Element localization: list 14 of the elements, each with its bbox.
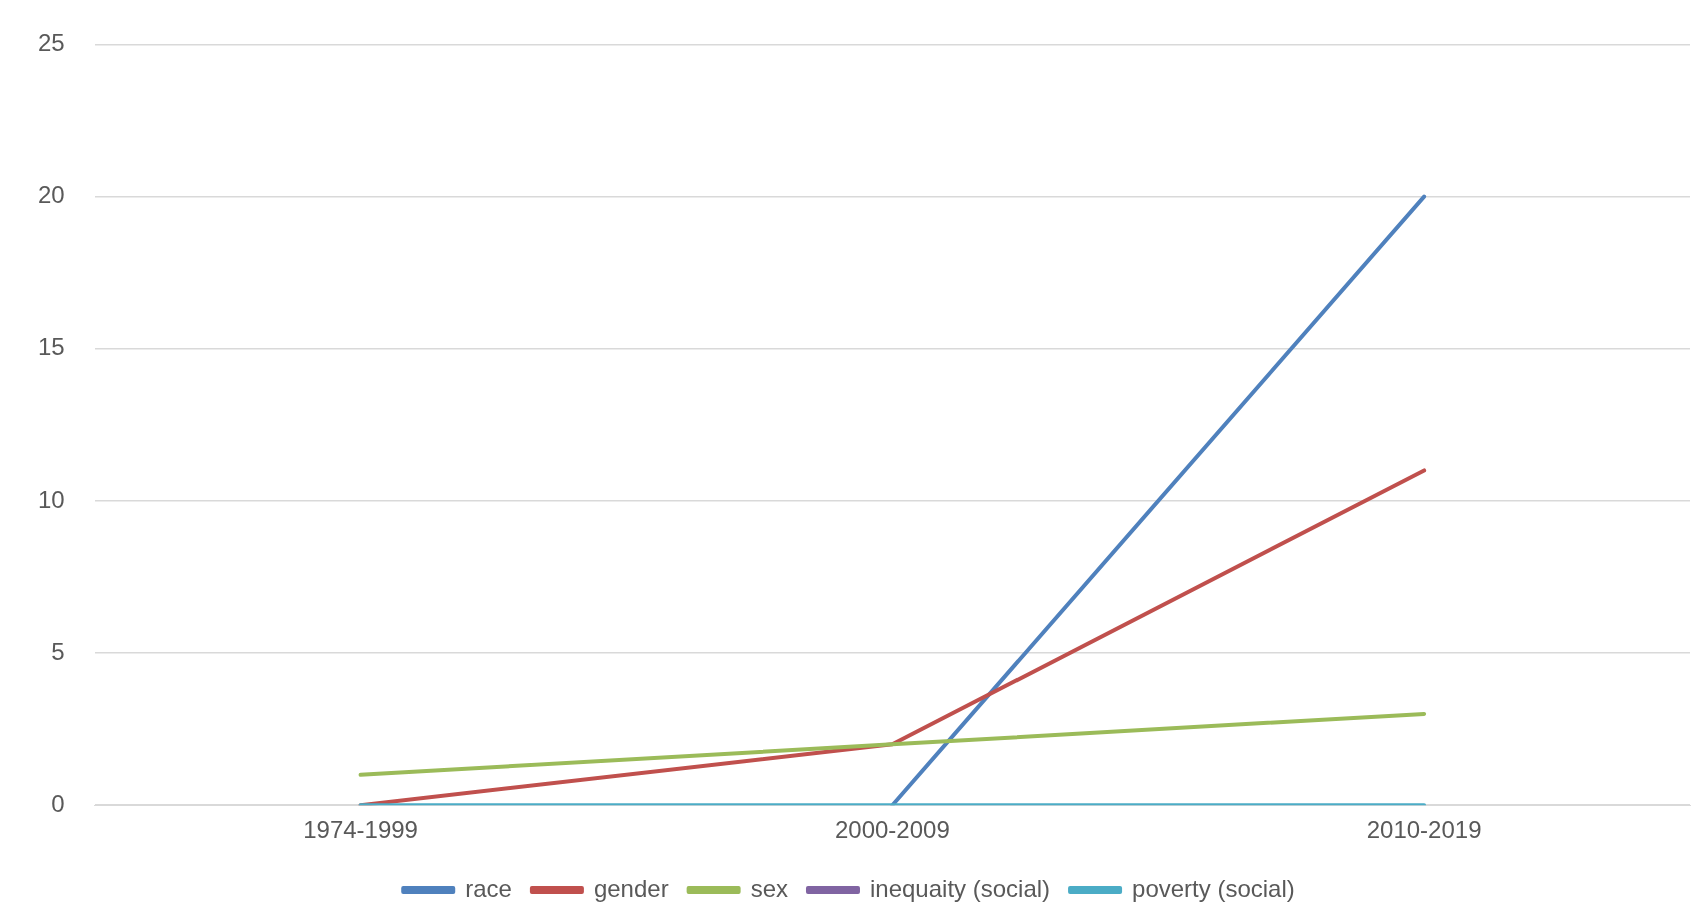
legend-label: sex <box>750 874 788 902</box>
y-tick-label: 5 <box>51 637 65 665</box>
legend-label: race <box>465 874 512 902</box>
legend-label: gender <box>593 874 669 902</box>
y-tick-label: 0 <box>51 789 65 817</box>
y-tick-label: 25 <box>37 29 65 57</box>
x-tick-label: 1974-1999 <box>303 816 418 844</box>
x-tick-label: 2000-2009 <box>834 816 950 844</box>
y-tick-label: 10 <box>37 485 65 513</box>
legend-label: inequaity (social) <box>869 874 1051 902</box>
y-tick-label: 20 <box>37 181 65 209</box>
x-tick-label: 2010-2019 <box>1366 816 1482 844</box>
y-tick-label: 15 <box>37 333 65 361</box>
legend-label: poverty (social) <box>1132 874 1295 902</box>
